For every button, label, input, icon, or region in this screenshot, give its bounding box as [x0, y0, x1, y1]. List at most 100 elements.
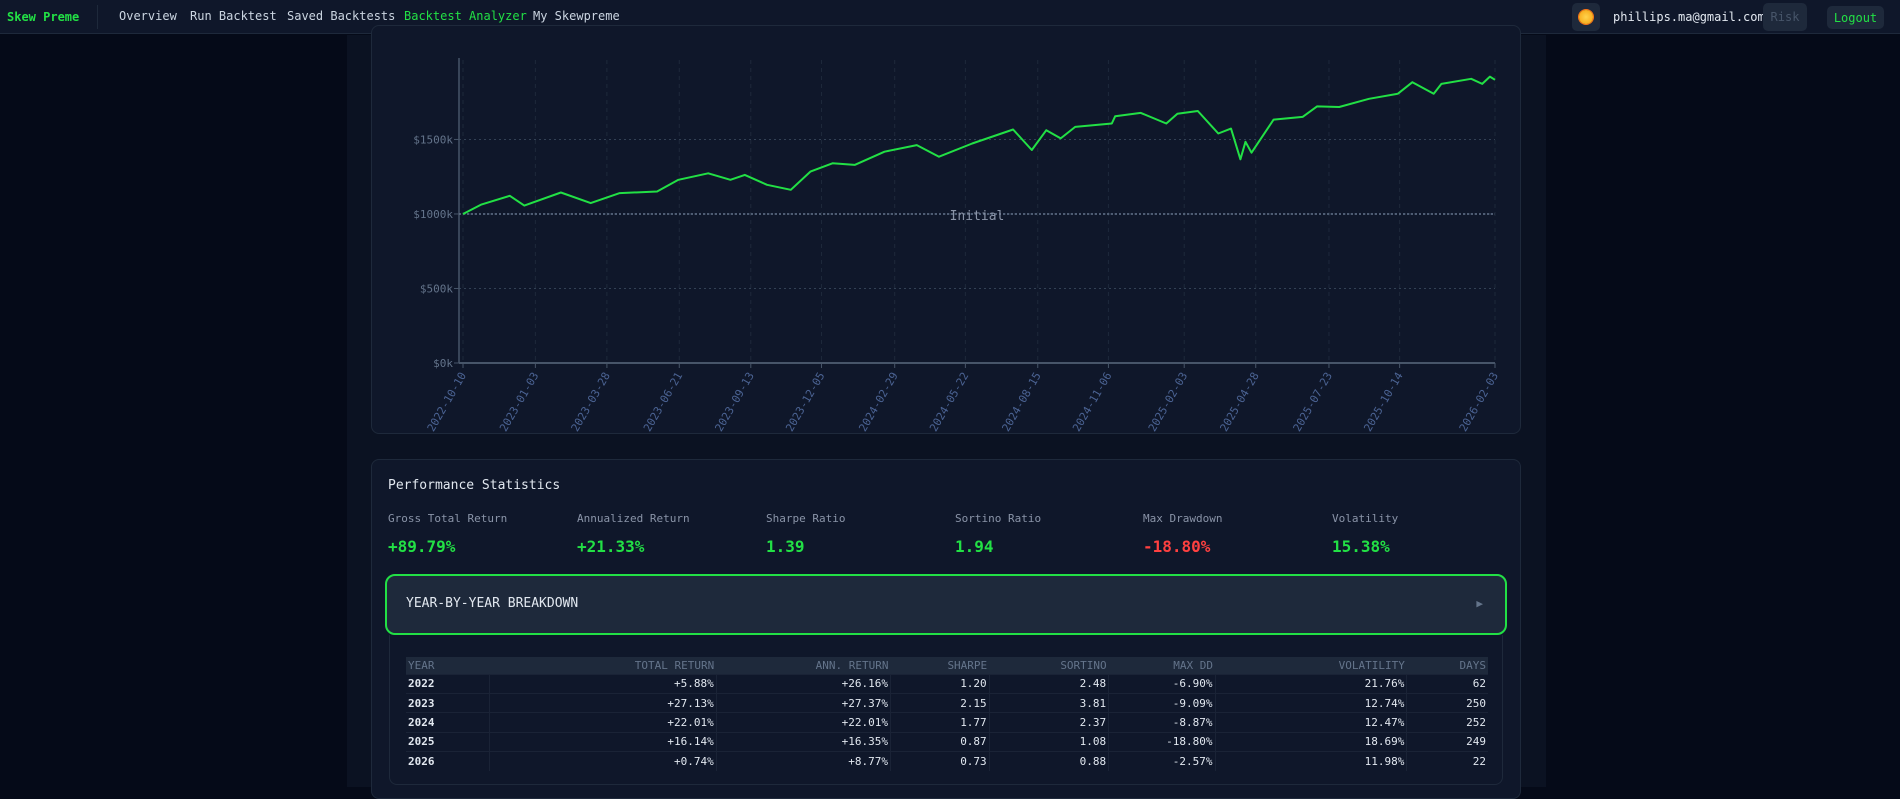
table-cell: 22	[1406, 751, 1488, 771]
table-cell: 250	[1406, 692, 1488, 713]
equity-chart: 2022-10-10 2023-01-03 2023-03-28 2023-06-21…	[413, 58, 1501, 434]
column-header[interactable]: ANN. RETURN	[716, 657, 891, 674]
section-title: Performance Statistics	[388, 478, 561, 493]
table-cell: 12.74%	[1215, 692, 1408, 713]
table-cell: +5.88%	[489, 673, 717, 694]
table-cell: -8.87%	[1108, 712, 1216, 733]
table-cell: +16.14%	[489, 731, 717, 752]
table-cell: 2023	[406, 692, 490, 713]
equity-line	[462, 75, 1496, 215]
stat-value: 15.38%	[1332, 537, 1390, 556]
nav-divider	[97, 5, 98, 29]
stat-label: Sortino Ratio	[955, 512, 1042, 525]
breakdown-table-container: YEAR TOTAL RETURN ANN. RETURN SHARPE SORTINO…	[389, 635, 1503, 785]
stat-value: +89.79%	[388, 537, 456, 556]
table-cell: 21.76%	[1215, 673, 1408, 694]
table-cell: 2024	[406, 712, 490, 733]
nav-overview[interactable]: Overview	[119, 9, 177, 23]
column-header[interactable]: MAX DD	[1108, 657, 1215, 674]
table-cell: 18.69%	[1215, 731, 1408, 752]
table-cell: +22.01%	[489, 712, 717, 733]
initial-reference-label: Initial	[950, 209, 1005, 224]
column-header[interactable]: DAYS	[1406, 657, 1488, 674]
x-tick-label: 2023-06-21	[641, 370, 685, 434]
table-cell: 1.20	[890, 673, 990, 694]
table-cell: 62	[1406, 673, 1488, 694]
sun-icon	[1579, 10, 1593, 24]
y-tick-label: $0k	[433, 357, 453, 370]
table-cell: 3.81	[989, 692, 1110, 713]
table-cell: -6.90%	[1108, 673, 1216, 694]
table-cell: 252	[1406, 712, 1488, 733]
x-tick-label: 2024-08-15	[999, 370, 1043, 434]
stat-label: Annualized Return	[577, 512, 690, 525]
theme-toggle-button[interactable]	[1572, 3, 1600, 31]
table-cell: 12.47%	[1215, 712, 1408, 733]
x-tick-label: 2024-02-29	[856, 370, 900, 434]
column-header[interactable]: VOLATILITY	[1215, 657, 1407, 674]
stat-label: Volatility	[1332, 512, 1399, 525]
table-row: 2024 +22.01% +22.01% 1.77 2.37 -8.87% 12.47% 25…	[406, 712, 1488, 733]
table-cell: 2022	[406, 673, 490, 694]
column-header[interactable]: YEAR	[406, 657, 490, 674]
x-tick-label: 2025-07-23	[1291, 370, 1335, 434]
stat-label: Gross Total Return	[388, 512, 508, 525]
table-row: 2026 +0.74% +8.77% 0.73 0.88 -2.57% 11.98% 22	[406, 751, 1488, 771]
x-tick-label: 2025-04-28	[1217, 370, 1261, 434]
table-cell: 0.87	[890, 731, 990, 752]
table-row: 2025 +16.14% +16.35% 0.87 1.08 -18.80% 18.69% 2…	[406, 731, 1488, 752]
stat-card: Gross Total Return +89.79%	[388, 512, 507, 556]
column-header[interactable]: SORTINO	[989, 657, 1109, 674]
stat-value: 1.39	[766, 537, 805, 556]
table-cell: +26.16%	[716, 673, 892, 694]
table-cell: +0.74%	[489, 751, 717, 771]
equity-chart-panel: 2022-10-10 2023-01-03 2023-03-28 2023-06-21…	[371, 25, 1521, 434]
logout-button[interactable]: Logout	[1827, 6, 1884, 29]
stat-card: Sharpe Ratio 1.39	[766, 512, 845, 556]
breakdown-label: YEAR-BY-YEAR BREAKDOWN	[406, 596, 579, 611]
stat-card: Volatility 15.38%	[1332, 512, 1398, 556]
y-tick-label: $500k	[420, 282, 453, 295]
x-tick-label: 2024-05-22	[927, 370, 971, 434]
table-cell: -18.80%	[1108, 731, 1216, 752]
table-cell: +22.01%	[716, 712, 892, 733]
stat-label: Max Drawdown	[1143, 512, 1223, 525]
table-cell: +16.35%	[716, 731, 892, 752]
table-cell: +8.77%	[716, 751, 892, 771]
year-by-year-breakdown-toggle[interactable]: YEAR-BY-YEAR BREAKDOWN ▶	[385, 574, 1507, 635]
stat-card: Sortino Ratio 1.94	[955, 512, 1041, 556]
x-tick-label: 2026-02-03	[1457, 370, 1501, 434]
table-cell: 11.98%	[1215, 751, 1408, 771]
table-cell: 2.15	[890, 692, 990, 713]
main-content: 2022-10-10 2023-01-03 2023-03-28 2023-06-21…	[347, 25, 1546, 799]
column-header[interactable]: TOTAL RETURN	[489, 657, 717, 674]
table-cell: 1.77	[890, 712, 990, 733]
table-cell: 0.88	[989, 751, 1110, 771]
table-cell: -2.57%	[1108, 751, 1216, 771]
x-tick-label: 2024-11-06	[1070, 370, 1114, 434]
nav-backtest-analyzer[interactable]: Backtest Analyzer	[398, 9, 533, 29]
table-cell: 2026	[406, 751, 490, 771]
table-cell: 2025	[406, 731, 490, 752]
column-header[interactable]: SHARPE	[890, 657, 990, 674]
x-tick-label: 2025-10-14	[1361, 370, 1406, 434]
y-tick-label: $1500k	[413, 133, 453, 146]
table-cell: 2.48	[989, 673, 1110, 694]
performance-statistics-panel: Performance Statistics Gross Total Retur…	[371, 459, 1521, 799]
table-cell: +27.13%	[489, 692, 717, 713]
nav-run-backtest[interactable]: Run Backtest	[190, 9, 277, 23]
y-tick-label: $1000k	[413, 208, 453, 221]
risk-button[interactable]: Risk	[1763, 3, 1807, 31]
nav-my-skewpreme[interactable]: My Skewpreme	[533, 9, 620, 23]
x-tick-label: 2025-02-03	[1146, 370, 1190, 434]
stat-card: Annualized Return +21.33%	[577, 512, 690, 556]
x-tick-label: 2023-12-05	[783, 370, 827, 434]
table-cell: 1.08	[989, 731, 1110, 752]
brand-logo[interactable]: Skew Preme	[7, 10, 80, 24]
x-tick-label: 2022-10-10	[425, 370, 469, 434]
table-cell: +27.37%	[716, 692, 892, 713]
nav-saved-backtests[interactable]: Saved Backtests	[287, 9, 396, 23]
user-email: phillips.ma@gmail.com	[1613, 10, 1765, 24]
stat-label: Sharpe Ratio	[766, 512, 846, 525]
x-tick-label: 2023-03-28	[569, 370, 613, 434]
